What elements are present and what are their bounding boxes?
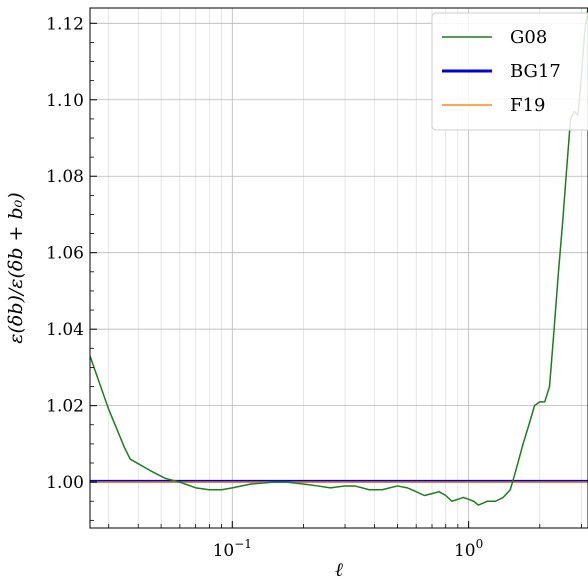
y-tick-label: 1.12 (46, 14, 84, 34)
x-axis-label: ℓ (335, 559, 343, 581)
series-line-g08 (90, 8, 588, 506)
x-tick-label: 10−1 (213, 537, 252, 561)
y-tick-label: 1.06 (46, 244, 84, 264)
legend-label-bg17: BG17 (510, 61, 561, 82)
y-axis-label: ε(δb)/ε(δb + b₀) (5, 192, 27, 343)
legend-box (431, 12, 588, 131)
x-tick-label: 100 (454, 537, 483, 561)
legend-label-f19: F19 (510, 95, 545, 116)
minor-gridlines (108, 8, 582, 528)
y-tick-label: 1.02 (46, 397, 84, 417)
legend: G08 BG17 F19 (431, 12, 588, 131)
y-tick-label: 1.08 (46, 167, 84, 187)
plot-frame (89, 7, 588, 529)
y-tick-label: 1.10 (46, 91, 84, 111)
series-layer (90, 8, 588, 506)
y-tick-label: 1.04 (46, 320, 84, 340)
y-tick-label: 1.00 (46, 473, 84, 493)
legend-label-g08: G08 (510, 27, 547, 48)
ticks-layer: 10−1 100 1.00 1.02 1.04 1.06 1.08 1.10 1.12 (46, 14, 582, 561)
